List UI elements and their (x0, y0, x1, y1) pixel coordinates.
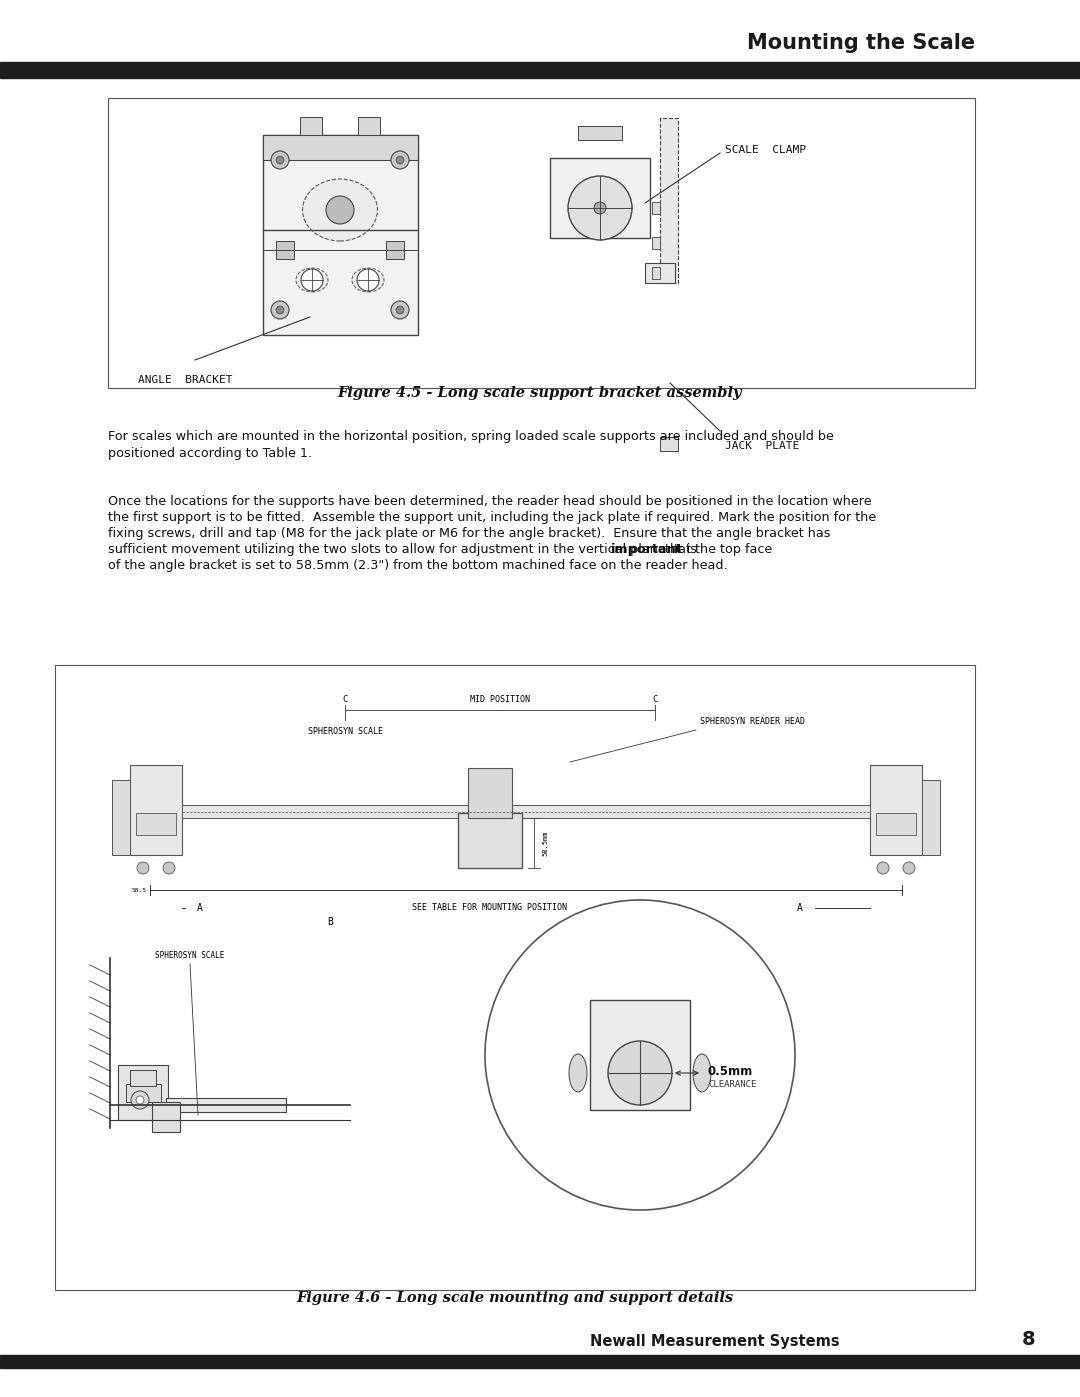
Text: 58.5mm: 58.5mm (542, 830, 548, 856)
Text: Newall Measurement Systems: Newall Measurement Systems (591, 1334, 840, 1350)
Bar (645, 263, 675, 284)
Text: Figure 4.5 - Long scale support bracket assembly: Figure 4.5 - Long scale support bracket … (338, 386, 742, 400)
Circle shape (131, 1091, 149, 1109)
Bar (660, 437, 678, 451)
Circle shape (594, 203, 606, 214)
Text: C: C (342, 694, 348, 704)
Circle shape (608, 1041, 672, 1105)
Bar (152, 1102, 180, 1132)
Bar (652, 267, 660, 279)
Text: SCALE  CLAMP: SCALE CLAMP (725, 145, 806, 155)
Bar (0, 1355, 1080, 1368)
Text: ANGLE  BRACKET: ANGLE BRACKET (138, 374, 232, 386)
Text: that the top face: that the top face (661, 543, 772, 556)
Text: 0.5mm: 0.5mm (708, 1065, 753, 1078)
Bar (922, 780, 940, 855)
Ellipse shape (569, 1053, 588, 1092)
Circle shape (391, 300, 409, 319)
Circle shape (903, 862, 915, 875)
Text: A: A (797, 902, 802, 914)
Text: Figure 4.6 - Long scale mounting and support details: Figure 4.6 - Long scale mounting and sup… (296, 1291, 733, 1305)
Bar (550, 158, 650, 237)
Bar (458, 813, 522, 868)
Circle shape (271, 151, 289, 169)
Bar (183, 805, 870, 819)
Text: CLEARANCE: CLEARANCE (708, 1080, 756, 1090)
Circle shape (568, 176, 632, 240)
Text: SEE TABLE FOR MOUNTING POSITION: SEE TABLE FOR MOUNTING POSITION (413, 904, 567, 912)
Circle shape (276, 156, 284, 163)
Circle shape (301, 270, 323, 291)
Text: SPHEROSYN SCALE: SPHEROSYN SCALE (156, 951, 225, 960)
Text: A: A (197, 902, 203, 914)
Text: MID POSITION: MID POSITION (470, 694, 530, 704)
Bar (590, 1000, 690, 1111)
Ellipse shape (693, 1053, 711, 1092)
Ellipse shape (302, 179, 378, 242)
Circle shape (137, 862, 149, 875)
Bar (136, 813, 176, 835)
Text: C: C (652, 694, 658, 704)
Bar (357, 117, 380, 136)
Bar (660, 117, 678, 284)
Ellipse shape (296, 268, 328, 292)
Bar (652, 237, 660, 249)
Bar (108, 98, 975, 388)
Circle shape (136, 1097, 144, 1104)
Bar (130, 766, 183, 855)
Bar (166, 1098, 286, 1112)
Text: SPHEROSYN SCALE: SPHEROSYN SCALE (308, 726, 382, 736)
Bar (468, 768, 512, 819)
Circle shape (326, 196, 354, 224)
Bar (300, 117, 322, 136)
Circle shape (391, 151, 409, 169)
Bar (264, 136, 418, 335)
Text: SPHEROSYN READER HEAD: SPHEROSYN READER HEAD (700, 717, 805, 726)
Bar (578, 126, 622, 140)
Ellipse shape (352, 268, 384, 292)
Bar (55, 665, 975, 1289)
Text: the first support is to be fitted.  Assemble the support unit, including the jac: the first support is to be fitted. Assem… (108, 511, 876, 524)
Circle shape (485, 900, 795, 1210)
Text: 8: 8 (1022, 1330, 1035, 1350)
Text: For scales which are mounted in the horizontal position, spring loaded scale sup: For scales which are mounted in the hori… (108, 430, 834, 460)
Circle shape (163, 862, 175, 875)
Text: of the angle bracket is set to 58.5mm (2.3") from the bottom machined face on th: of the angle bracket is set to 58.5mm (2… (108, 559, 728, 571)
Text: fixing screws, drill and tap (M8 for the jack plate or M6 for the angle bracket): fixing screws, drill and tap (M8 for the… (108, 527, 831, 541)
Text: Mounting the Scale: Mounting the Scale (747, 34, 975, 53)
Text: Once the locations for the supports have been determined, the reader head should: Once the locations for the supports have… (108, 495, 872, 509)
Text: B: B (327, 916, 333, 928)
Bar (126, 1084, 161, 1102)
Text: JACK  PLATE: JACK PLATE (725, 441, 799, 451)
Circle shape (357, 270, 379, 291)
Bar (112, 780, 130, 855)
Bar (652, 203, 660, 214)
Bar (118, 1065, 168, 1120)
Bar (130, 1070, 156, 1085)
Text: 58.5: 58.5 (132, 888, 147, 893)
Circle shape (877, 862, 889, 875)
Bar (0, 61, 1080, 78)
Circle shape (271, 300, 289, 319)
Bar (870, 766, 922, 855)
Text: important: important (610, 543, 683, 556)
Circle shape (396, 156, 404, 163)
Text: sufficient movement utilizing the two slots to allow for adjustment in the verti: sufficient movement utilizing the two sl… (108, 543, 701, 556)
Bar (264, 136, 418, 161)
Bar (876, 813, 916, 835)
Bar (386, 242, 404, 258)
Circle shape (396, 306, 404, 314)
Circle shape (276, 306, 284, 314)
Bar (276, 242, 294, 258)
